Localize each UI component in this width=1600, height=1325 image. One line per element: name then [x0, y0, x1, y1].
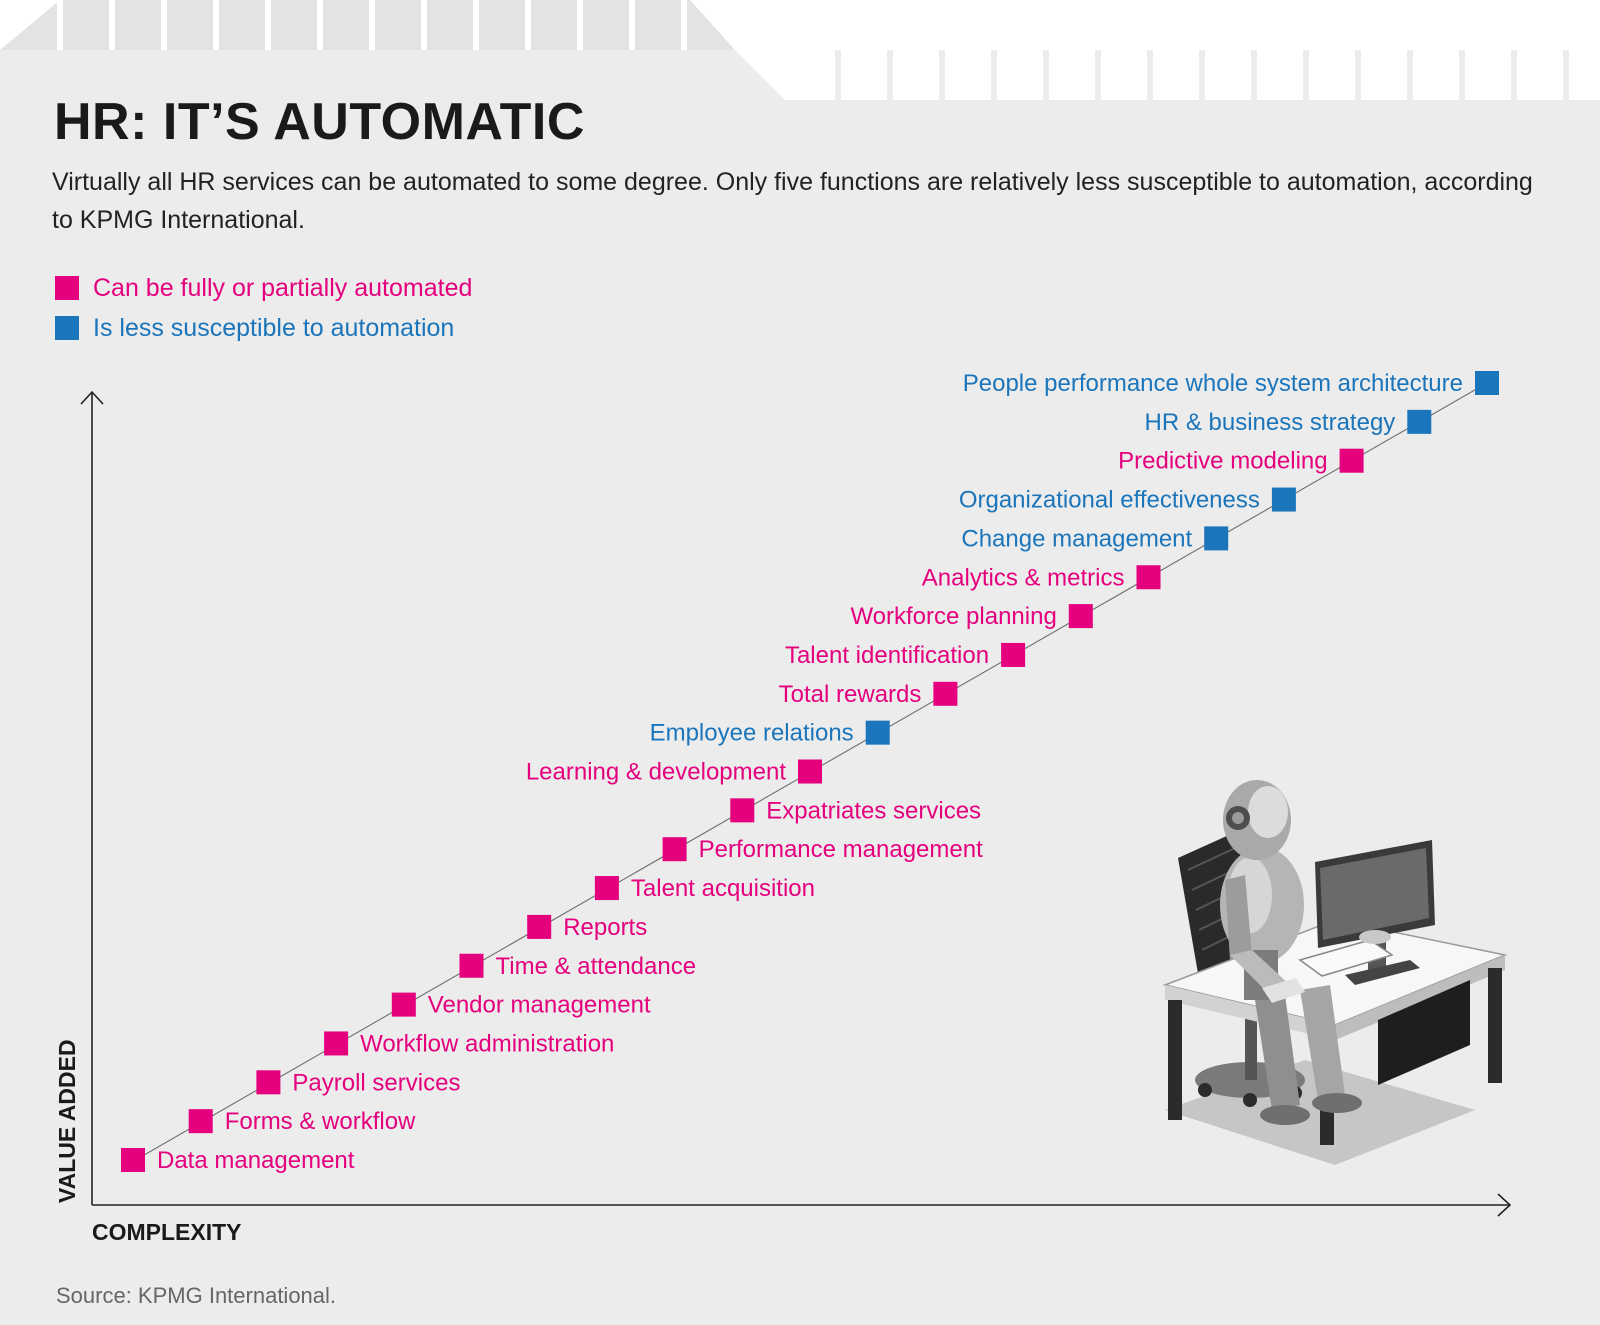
point-marker-learning-and-development: [798, 759, 822, 784]
point-marker-forms-and-workflow: [188, 1109, 213, 1134]
point-marker-data-management: [121, 1148, 145, 1172]
point-label-hr-and-business-strategy: HR & business strategy: [1145, 409, 1396, 436]
robot-at-desk-illustration: [1162, 780, 1508, 1165]
legend-label-less-susceptible: Is less susceptible to automation: [93, 313, 455, 342]
point-marker-employee-relations: [865, 720, 890, 745]
point-marker-organizational-effectiveness: [1271, 487, 1296, 512]
point-marker-workflow-administration: [324, 1031, 349, 1056]
point-label-workforce-planning: Workforce planning: [850, 603, 1056, 630]
point-marker-vendor-management: [391, 992, 416, 1017]
point-marker-predictive-modeling: [1339, 448, 1364, 473]
point-label-performance-management: Performance management: [699, 836, 983, 863]
point-marker-analytics-and-metrics: [1136, 565, 1161, 590]
y-axis-arrow: [80, 390, 104, 405]
point-marker-talent-acquisition: [594, 876, 619, 901]
legend-label-automated: Can be fully or partially automated: [93, 273, 473, 302]
point-marker-workforce-planning: [1068, 604, 1093, 629]
point-marker-talent-identification: [1001, 642, 1026, 667]
point-label-people-performance-whole-system-architecture: People performance whole system architec…: [963, 370, 1463, 397]
point-label-workflow-administration: Workflow administration: [360, 1030, 614, 1057]
legend-swatch-automated: [55, 276, 79, 300]
point-label-data-management: Data management: [157, 1147, 355, 1174]
legend-item-less-susceptible: Is less susceptible to automation: [55, 308, 472, 348]
point-label-payroll-services: Payroll services: [292, 1069, 460, 1096]
point-label-predictive-modeling: Predictive modeling: [1118, 448, 1327, 475]
point-label-organizational-effectiveness: Organizational effectiveness: [959, 487, 1260, 514]
chart-axes: COMPLEXITY VALUE ADDED: [54, 390, 1512, 1245]
point-label-talent-acquisition: Talent acquisition: [631, 875, 815, 902]
point-marker-performance-management: [662, 837, 687, 862]
point-label-reports: Reports: [563, 914, 647, 941]
x-axis-label: COMPLEXITY: [92, 1219, 242, 1245]
point-marker-hr-and-business-strategy: [1407, 409, 1432, 434]
source-note: Source: KPMG International.: [56, 1283, 337, 1308]
point-label-expatriates-services: Expatriates services: [766, 797, 981, 824]
point-label-total-rewards: Total rewards: [779, 681, 922, 708]
legend-item-automated: Can be fully or partially automated: [55, 268, 472, 308]
point-label-talent-identification: Talent identification: [785, 642, 989, 669]
point-marker-change-management: [1204, 526, 1229, 551]
point-marker-total-rewards: [933, 681, 958, 706]
decorative-header-band: [0, 0, 1600, 100]
point-marker-reports: [527, 914, 552, 939]
point-label-learning-and-development: Learning & development: [526, 759, 787, 786]
chart-title: HR: IT’S AUTOMATIC: [54, 93, 585, 151]
point-marker-time-and-attendance: [459, 953, 484, 978]
point-label-change-management: Change management: [961, 525, 1192, 552]
legend-swatch-less-susceptible: [55, 316, 79, 340]
point-marker-expatriates-services: [730, 798, 755, 823]
point-label-forms-and-workflow: Forms & workflow: [225, 1108, 416, 1135]
legend: Can be fully or partially automated Is l…: [55, 268, 472, 348]
point-label-vendor-management: Vendor management: [428, 992, 651, 1019]
point-marker-payroll-services: [256, 1070, 281, 1095]
chart-subtitle: Virtually all HR services can be automat…: [52, 168, 1533, 234]
point-marker-people-performance-whole-system-architecture: [1475, 371, 1499, 395]
point-label-analytics-and-metrics: Analytics & metrics: [922, 564, 1125, 591]
y-axis-label: VALUE ADDED: [54, 1039, 80, 1203]
point-label-time-and-attendance: Time & attendance: [496, 953, 697, 980]
x-axis-arrow: [1497, 1193, 1512, 1217]
point-label-employee-relations: Employee relations: [650, 720, 854, 747]
data-points: Data management Forms & workflow Payroll s…: [121, 370, 1499, 1174]
